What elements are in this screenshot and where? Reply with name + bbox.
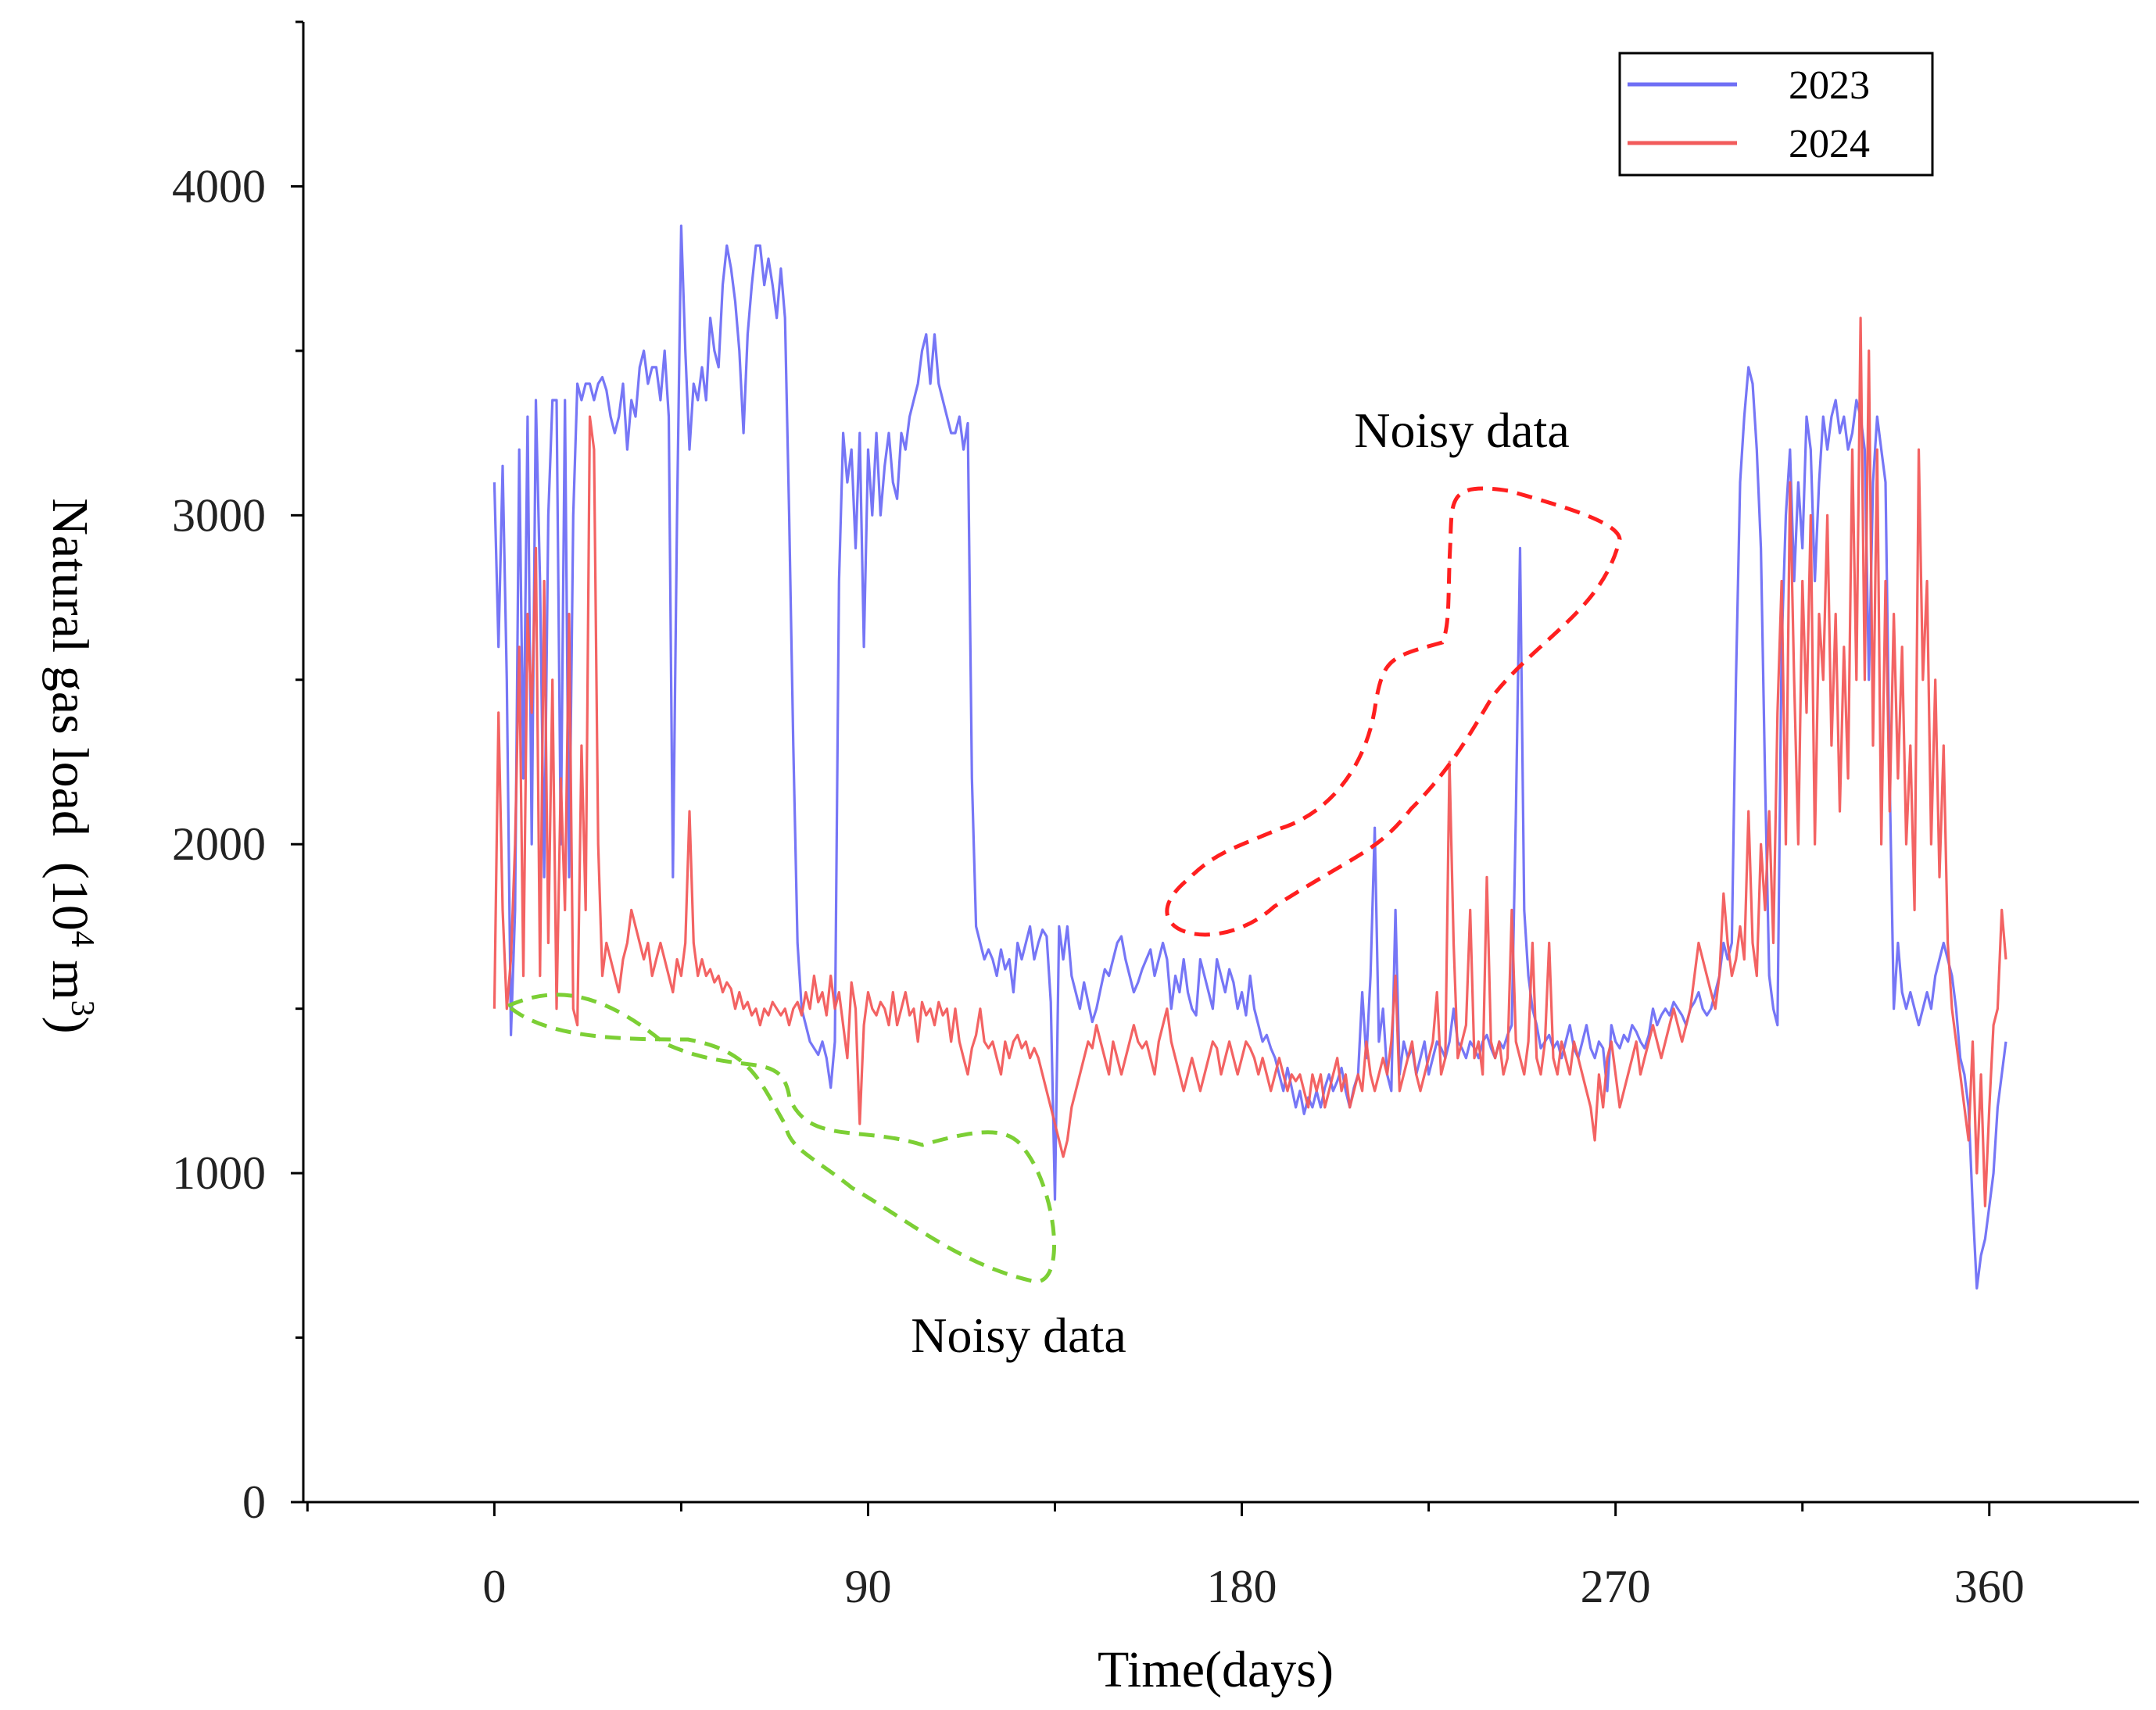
y-tick-label: 4000 [172, 160, 266, 212]
x-tick-label: 360 [1954, 1561, 2025, 1612]
x-tick-label: 180 [1207, 1561, 1277, 1612]
x-ticks: 0 90 180 270 360 [306, 1502, 2025, 1612]
y-axis-title: Natural gas load (104 m3) [41, 498, 100, 1033]
legend: 2023 2024 [1618, 52, 1934, 177]
x-tick-label: 270 [1581, 1561, 1651, 1612]
x-tick-label: 0 [482, 1561, 506, 1612]
y-tick-label: 0 [242, 1476, 266, 1528]
legend-label-2023: 2023 [1789, 63, 1870, 108]
noisy-region-outline-red [1165, 486, 1622, 937]
y-axis-title-sup1: 4 [64, 931, 100, 947]
annotation-label-red: Noisy data [1354, 402, 1570, 458]
legend-label-2024: 2024 [1789, 122, 1870, 166]
y-axis-title-main: Natural gas load (10 [41, 498, 98, 931]
legend-box [1618, 52, 1934, 177]
series-line-2024 [492, 317, 2007, 1207]
y-axis-title-mid: m [41, 947, 98, 1000]
y-axis-title-end: ) [41, 1017, 98, 1034]
x-axis-title: Time(days) [1098, 1641, 1334, 1698]
x-tick-label: 90 [844, 1561, 891, 1612]
y-tick-label: 3000 [172, 489, 266, 541]
series-layer [492, 224, 2007, 1290]
y-axis-title-sup2: 3 [64, 1000, 100, 1017]
series-line-2023 [492, 224, 2007, 1290]
noisy-region-outline-green [504, 993, 1057, 1284]
y-tick-label: 2000 [172, 818, 266, 870]
y-ticks: 0 1000 2000 3000 4000 [172, 20, 303, 1528]
annotation-label-green: Noisy data [911, 1308, 1126, 1363]
y-tick-label: 1000 [172, 1147, 266, 1199]
